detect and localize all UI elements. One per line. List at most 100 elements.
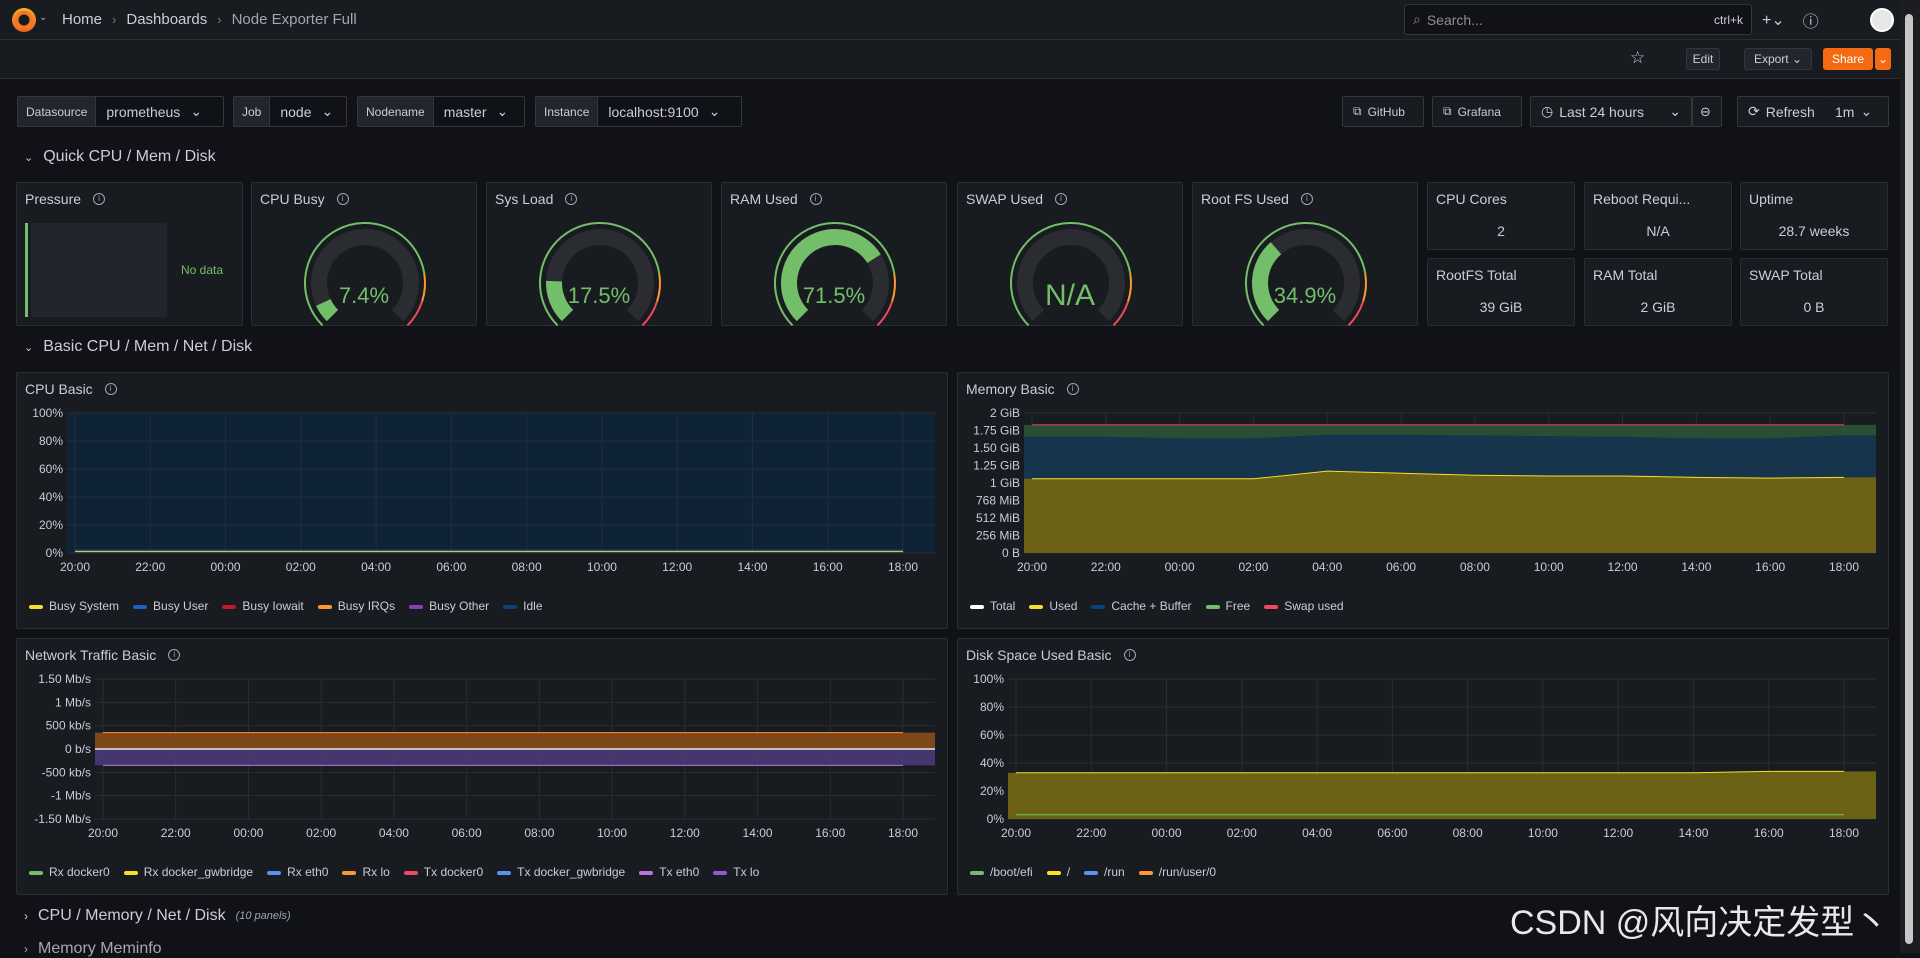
x-tick-label: 16:00 (815, 826, 845, 840)
variable-value[interactable]: master ⌄ (443, 103, 509, 120)
gauge-value: 71.5% (802, 283, 866, 308)
breadcrumb-home[interactable]: Home (62, 11, 103, 28)
refresh-interval-picker[interactable]: 1m ⌄ (1825, 96, 1889, 127)
star-icon[interactable]: ☆ (1630, 48, 1646, 67)
legend-item[interactable]: Used (1029, 599, 1077, 613)
legend-item[interactable]: /boot/efi (970, 865, 1033, 879)
panel-memory-basic[interactable]: Memory Basic i 2 GiB 1.75 GiB 1.50 GiB 1.25 … (957, 372, 1889, 629)
legend-item[interactable]: Rx docker_gwbridge (123, 865, 253, 879)
variable-datasource[interactable]: Datasource prometheus ⌄ (17, 96, 224, 127)
info-icon[interactable]: i (336, 193, 349, 205)
search-input[interactable]: ⌕ Search... ctrl+k (1404, 4, 1752, 35)
panel-sys-load[interactable]: Sys Load i 17.5% (486, 182, 712, 327)
grafana-link[interactable]: ⧉ Grafana (1432, 96, 1522, 127)
legend-item[interactable]: Tx eth0 (639, 865, 699, 879)
panel-root-fs-used[interactable]: Root FS Used i 34.9% (1192, 182, 1418, 327)
legend-item[interactable]: / (1046, 865, 1070, 879)
chevron-right-icon: › (24, 942, 28, 956)
legend-item[interactable]: Tx lo (713, 865, 759, 879)
legend-item[interactable]: /run/user/0 (1138, 865, 1216, 879)
export-button[interactable]: Export ⌄ (1744, 48, 1812, 70)
legend-item[interactable]: Busy Other (409, 599, 489, 613)
x-tick-label: 08:00 (1460, 560, 1490, 574)
breadcrumb-dashboards[interactable]: Dashboards (126, 11, 208, 28)
legend-item[interactable]: Busy User (133, 599, 208, 613)
info-icon[interactable]: i (104, 383, 117, 395)
info-icon[interactable]: i (565, 193, 578, 205)
x-tick-label: 18:00 (1829, 826, 1859, 840)
legend-item[interactable]: Rx eth0 (267, 865, 328, 879)
legend-item[interactable]: Idle (503, 599, 543, 613)
variable-label: Job (234, 97, 271, 126)
stat-value: 2 (1497, 223, 1505, 239)
chevron-down-icon[interactable]: ⌄ (39, 12, 48, 23)
gauge-fill (546, 280, 574, 322)
variable-value[interactable]: localhost:9100 ⌄ (608, 103, 721, 120)
info-icon[interactable]: i (1123, 649, 1136, 661)
info-icon[interactable]: i (809, 193, 822, 205)
zoom-out-button[interactable]: ⊖ (1692, 96, 1722, 127)
panel-cpu-busy[interactable]: CPU Busy i 7.4% (251, 182, 477, 327)
series-tx-lo (95, 749, 935, 766)
legend-item[interactable]: Cache + Buffer (1091, 599, 1192, 613)
row-basic[interactable]: ⌄ Basic CPU / Mem / Net / Disk (24, 338, 252, 356)
x-tick-label: 14:00 (737, 560, 767, 574)
share-dropdown-button[interactable]: ⌄ (1875, 48, 1891, 70)
variable-value[interactable]: prometheus ⌄ (106, 103, 203, 120)
variable-nodename[interactable]: Nodename master ⌄ (357, 96, 525, 127)
github-link[interactable]: ⧉ GitHub (1342, 96, 1424, 127)
variable-label: Instance (536, 97, 599, 126)
x-tick-label: 02:00 (286, 560, 316, 574)
legend-item[interactable]: Rx lo (342, 865, 390, 879)
panel-title: RAM Used i (730, 191, 822, 207)
panel-uptime[interactable]: Uptime 28.7 weeks (1740, 182, 1888, 250)
y-tick-label: 1 GiB (990, 476, 1020, 490)
plus-icon[interactable]: +⌄ (1762, 12, 1785, 29)
panel-network-traffic-basic[interactable]: Network Traffic Basic i 1.50 Mb/s 1 Mb/s 50… (16, 638, 948, 895)
scrollbar-thumb[interactable] (1905, 14, 1913, 944)
panel-cpu-cores[interactable]: CPU Cores 2 (1427, 182, 1575, 250)
edit-button[interactable]: Edit (1686, 48, 1720, 70)
legend-item[interactable]: Free (1205, 599, 1250, 613)
variable-instance[interactable]: Instance localhost:9100 ⌄ (535, 96, 742, 127)
panel-pressure[interactable]: Pressure i No data (16, 182, 243, 326)
legend-item[interactable]: Tx docker0 (403, 865, 483, 879)
legend-swatch (29, 604, 43, 609)
legend-item[interactable]: Tx docker_gwbridge (497, 865, 625, 879)
info-icon[interactable]: i (168, 649, 181, 661)
panel-rootfs-total[interactable]: RootFS Total 39 GiB (1427, 258, 1575, 326)
legend-item[interactable]: /run (1084, 865, 1125, 879)
info-icon[interactable]: i (1055, 193, 1068, 205)
legend-item[interactable]: Rx docker0 (29, 865, 110, 879)
variable-job[interactable]: Job node ⌄ (233, 96, 347, 127)
legend-item[interactable]: Busy IRQs (317, 599, 395, 613)
panel-ram-used[interactable]: RAM Used i 71.5% (721, 182, 947, 327)
search-icon: ⌕ (1413, 11, 1421, 27)
panel-reboot-required[interactable]: Reboot Requi... N/A (1584, 182, 1732, 250)
help-icon[interactable]: ⓘ (1802, 14, 1819, 31)
row-memory-meminfo[interactable]: › Memory Meminfo (24, 940, 162, 958)
legend-item[interactable]: Busy Iowait (222, 599, 304, 613)
share-button[interactable]: Share (1823, 48, 1873, 70)
legend-item[interactable]: Swap used (1264, 599, 1344, 613)
variable-value[interactable]: node ⌄ (280, 103, 334, 120)
legend-item[interactable]: Total (970, 599, 1015, 613)
chevron-down-icon: ⌄ (24, 341, 34, 354)
info-icon[interactable]: i (1066, 383, 1079, 395)
panel-swap-total[interactable]: SWAP Total 0 B (1740, 258, 1888, 326)
panel-ram-total[interactable]: RAM Total 2 GiB (1584, 258, 1732, 326)
panel-cpu-basic[interactable]: CPU Basic i 100% 80% 60% 40% 20% 0% 20:00 22:00 0… (16, 372, 948, 629)
time-range-picker[interactable]: ◷ Last 24 hours ⌄ (1530, 96, 1692, 127)
legend-item[interactable]: Busy System (29, 599, 119, 613)
row-cpu-memory-net-disk[interactable]: › CPU / Memory / Net / Disk (10 panels) (24, 907, 291, 925)
panel-swap-used[interactable]: SWAP Used i N/A (957, 182, 1183, 327)
legend-swatch (222, 604, 237, 609)
x-tick-label: 04:00 (361, 560, 391, 574)
info-icon[interactable]: i (93, 193, 106, 205)
panel-disk-space-used-basic[interactable]: Disk Space Used Basic i 100% 80% 60% 40% 20% 0… (957, 638, 1889, 895)
grafana-logo-icon[interactable] (12, 8, 36, 32)
info-icon[interactable]: i (1300, 193, 1313, 205)
avatar[interactable] (1870, 8, 1894, 32)
row-quick[interactable]: ⌄ Quick CPU / Mem / Disk (24, 148, 216, 166)
series-root (1008, 771, 1876, 819)
